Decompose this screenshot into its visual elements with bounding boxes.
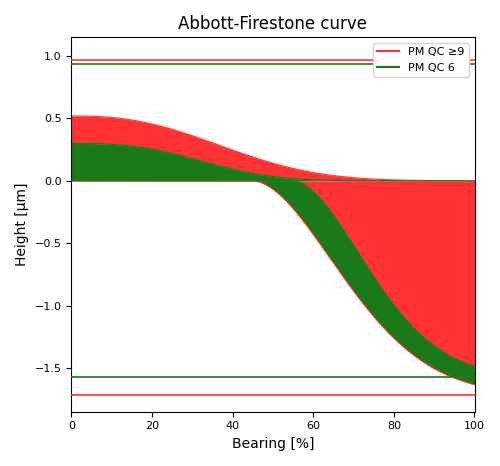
Legend: PM QC ≥9, PM QC 6: PM QC ≥9, PM QC 6 (372, 43, 469, 77)
Y-axis label: Height [μm]: Height [μm] (15, 183, 29, 266)
X-axis label: Bearing [%]: Bearing [%] (232, 437, 314, 451)
Title: Abbott-Firestone curve: Abbott-Firestone curve (178, 15, 368, 33)
